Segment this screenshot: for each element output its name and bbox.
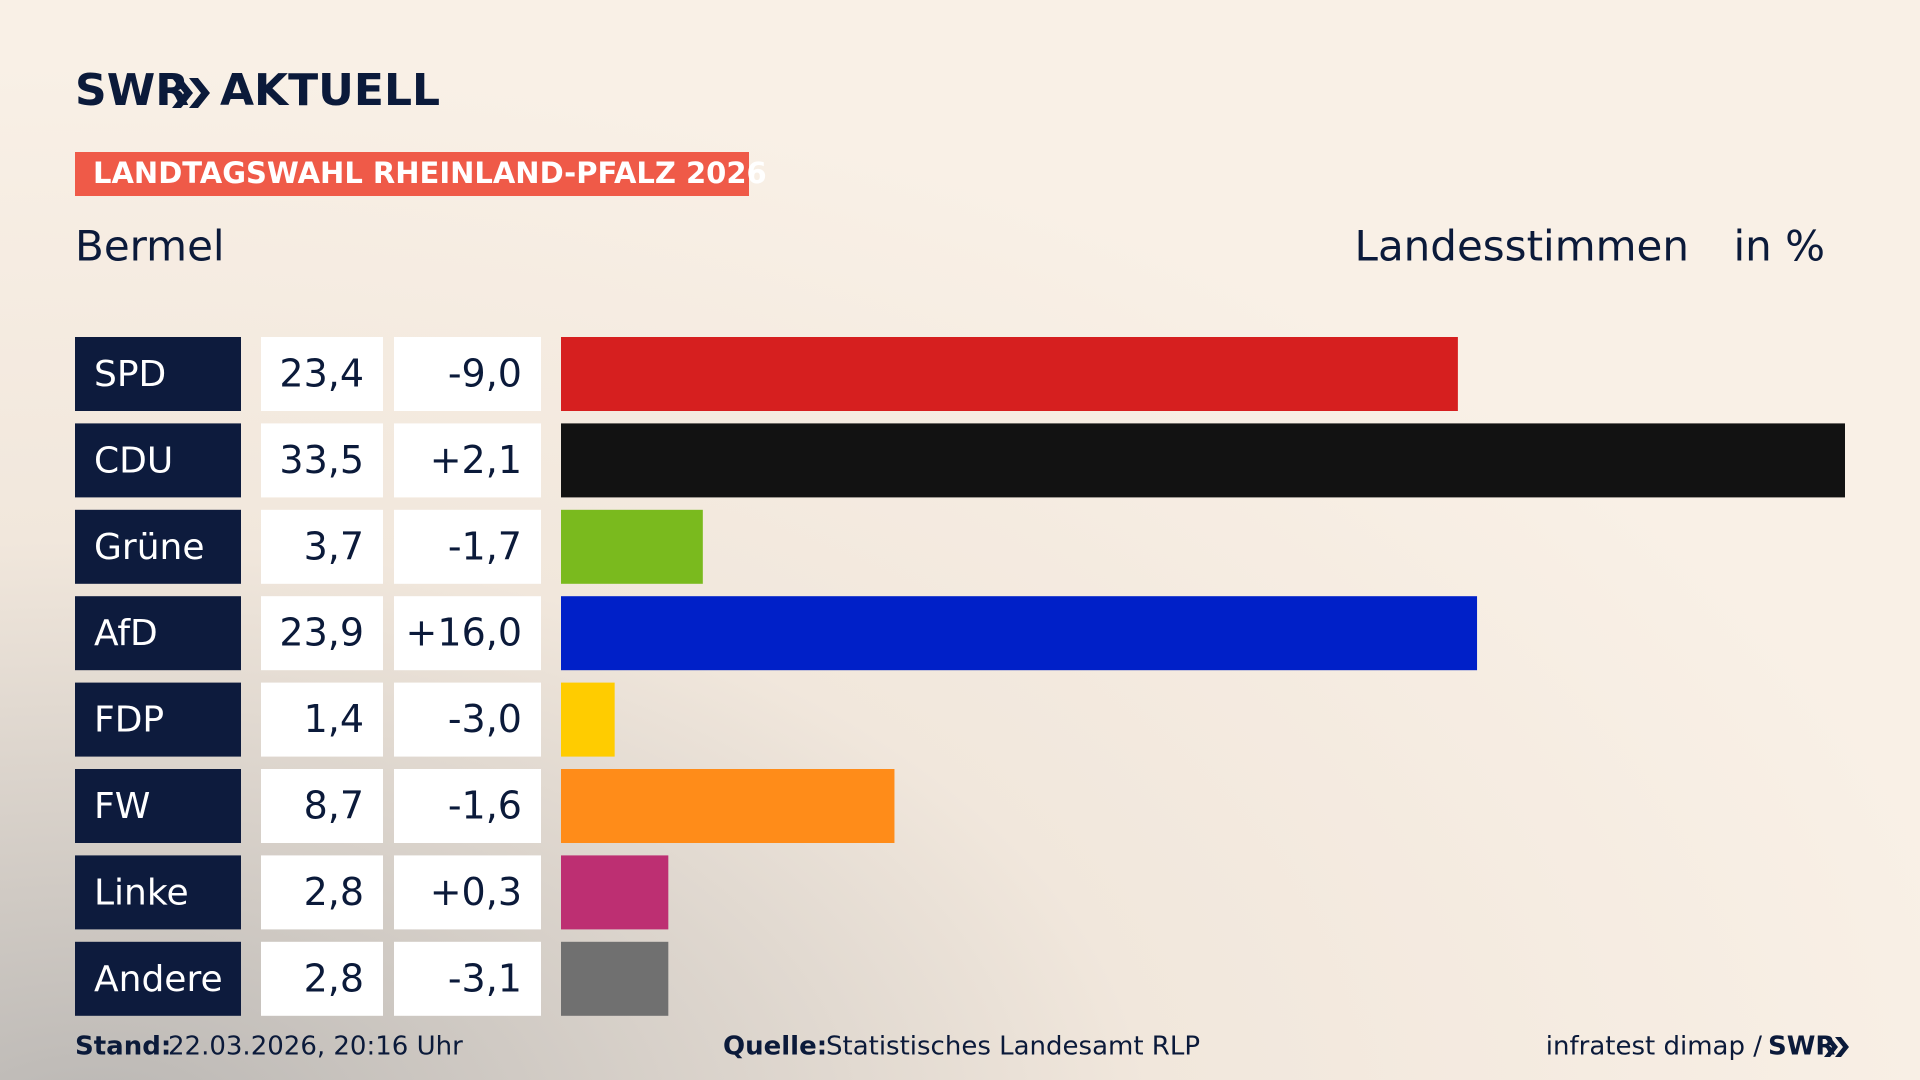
value-box: [261, 682, 383, 757]
value-box: [261, 769, 383, 843]
change-box: [394, 509, 541, 584]
party-box: [75, 855, 241, 930]
rows: SPD 23,4 -9,0 CDU 33,5 +2,1 Grüne 3,7 -1,7 AfD 23,…: [75, 337, 1845, 1016]
logo-suffix: AKTUELL: [220, 65, 440, 116]
change-box: [394, 423, 541, 498]
value-label: 33,5: [279, 438, 364, 482]
banner: [75, 152, 749, 196]
party-box: [75, 337, 241, 411]
source: Statistisches Landesamt RLP: [826, 1032, 1200, 1062]
change-box: [394, 769, 541, 843]
change-label: -1,7: [448, 524, 522, 568]
credit-chevrons: [1824, 1037, 1849, 1057]
party-box: [75, 509, 241, 584]
stand: 22.03.2026, 20:16 Uhr: [168, 1032, 463, 1062]
banner-text: LANDTAGSWAHL RHEINLAND-PFALZ 2026: [93, 156, 767, 190]
party-box: [75, 682, 241, 757]
party-label: Andere: [94, 959, 223, 1000]
bar: [561, 337, 1458, 411]
bar: [561, 769, 895, 843]
stand-label: Stand:: [75, 1032, 171, 1062]
value-label: 23,9: [279, 611, 364, 655]
value-label: 23,4: [279, 352, 364, 396]
change-box: [394, 596, 541, 671]
bar: [561, 596, 1478, 671]
value-box: [261, 509, 383, 584]
value-label: 1,4: [304, 697, 364, 741]
party-box: [75, 596, 241, 671]
logo: SWR: [75, 65, 189, 116]
party-label: Grüne: [94, 527, 204, 568]
change-label: +2,1: [430, 438, 522, 482]
bar: [561, 855, 669, 930]
change-label: -1,6: [448, 784, 522, 828]
bar: [561, 423, 1845, 498]
change-label: +16,0: [406, 611, 522, 655]
value-box: [261, 855, 383, 930]
change-box: [394, 941, 541, 1016]
value-label: 8,7: [304, 784, 364, 828]
party-label: CDU: [94, 440, 173, 481]
bar: [561, 509, 703, 584]
credit-logo: SWR: [1768, 1032, 1835, 1062]
bar: [561, 941, 669, 1016]
value-box: [261, 596, 383, 671]
change-label: -3,0: [448, 697, 522, 741]
unit-label: in %: [1733, 222, 1825, 271]
party-label: FW: [94, 786, 150, 827]
source-label: Quelle:: [723, 1032, 827, 1062]
change-box: [394, 337, 541, 411]
logo-chevrons: [172, 78, 210, 108]
party-label: Linke: [94, 872, 189, 913]
party-box: [75, 423, 241, 498]
value-box: [261, 337, 383, 411]
value-label: 2,8: [304, 956, 364, 1000]
change-label: +0,3: [430, 870, 522, 914]
party-label: FDP: [94, 700, 164, 741]
value-box: [261, 423, 383, 498]
party-label: SPD: [94, 354, 166, 395]
chart-subtitle: Landesstimmen: [1355, 222, 1689, 271]
value-label: 2,8: [304, 870, 364, 914]
chart-title: Bermel: [75, 222, 225, 271]
party-box: [75, 941, 241, 1016]
change-box: [394, 682, 541, 757]
change-label: -9,0: [448, 352, 522, 396]
value-label: 3,7: [304, 524, 364, 568]
bar: [561, 682, 615, 757]
change-label: -3,1: [448, 956, 522, 1000]
party-box: [75, 769, 241, 843]
value-box: [261, 941, 383, 1016]
party-label: AfD: [94, 613, 158, 654]
change-box: [394, 855, 541, 930]
credit: infratest dimap /: [1546, 1032, 1762, 1062]
